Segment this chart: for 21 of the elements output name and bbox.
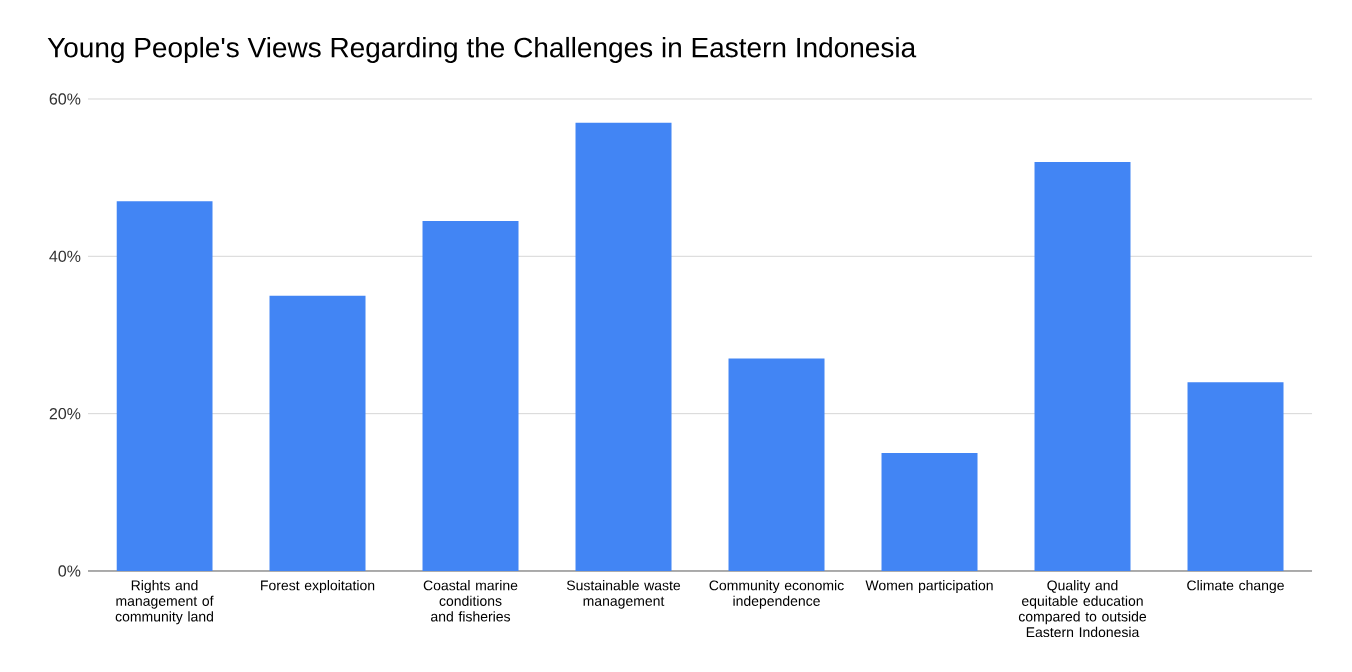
x-tick-label: Rights and management of community land <box>115 580 214 625</box>
chart-title: Young People's Views Regarding the Challenges in Eastern Indonesia <box>47 36 917 64</box>
x-tick-label: Women participation <box>865 580 993 594</box>
bar <box>1187 382 1284 571</box>
bar <box>116 201 213 571</box>
x-tick-label: Coastal marine conditions and fisheries <box>423 580 518 622</box>
y-tick-label: 60% <box>49 93 81 105</box>
bar <box>575 122 672 571</box>
y-tick-label: 40% <box>49 250 81 262</box>
bar <box>728 358 825 571</box>
y-tick-label: 0% <box>58 565 81 577</box>
x-tick-label: Community economic independence <box>709 580 844 609</box>
x-tick-label: Climate change <box>1187 580 1284 594</box>
y-tick-label: 20% <box>49 407 81 420</box>
x-tick-label: Forest exploitation <box>261 580 375 594</box>
x-tick-label: Sustainable waste management <box>566 580 681 609</box>
bar <box>269 295 366 571</box>
bar <box>881 452 978 571</box>
x-tick-label: Quality and equitable education compared to outside Eastern Indonesia <box>1018 580 1147 638</box>
bar <box>1034 161 1131 571</box>
bar <box>422 220 519 571</box>
